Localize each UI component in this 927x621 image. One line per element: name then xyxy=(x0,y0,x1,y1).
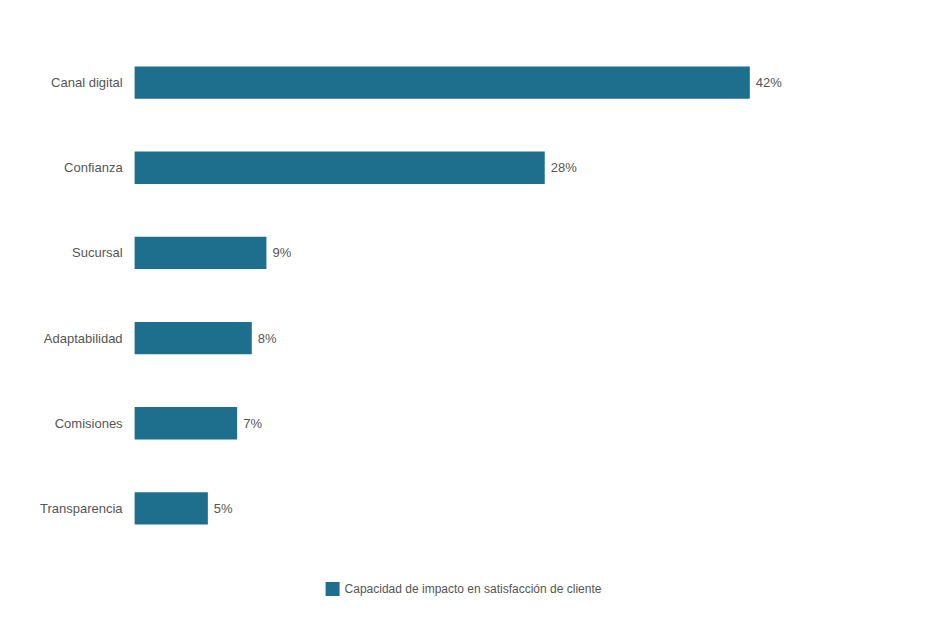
svg-text:Confianza: Confianza xyxy=(64,160,123,175)
svg-text:8%: 8% xyxy=(258,331,277,346)
svg-text:Adaptabilidad: Adaptabilidad xyxy=(44,331,123,346)
svg-text:9%: 9% xyxy=(272,245,291,260)
svg-text:Comisiones: Comisiones xyxy=(55,416,123,431)
svg-text:Sucursal: Sucursal xyxy=(72,245,123,260)
svg-text:Transparencia: Transparencia xyxy=(40,501,123,516)
svg-text:5%: 5% xyxy=(214,501,233,516)
svg-text:42%: 42% xyxy=(756,75,782,90)
svg-text:Canal digital: Canal digital xyxy=(51,75,123,90)
svg-text:Capacidad de impacto en satisf: Capacidad de impacto en satisfacción de … xyxy=(345,582,602,596)
svg-text:7%: 7% xyxy=(243,416,262,431)
svg-text:28%: 28% xyxy=(551,160,577,175)
